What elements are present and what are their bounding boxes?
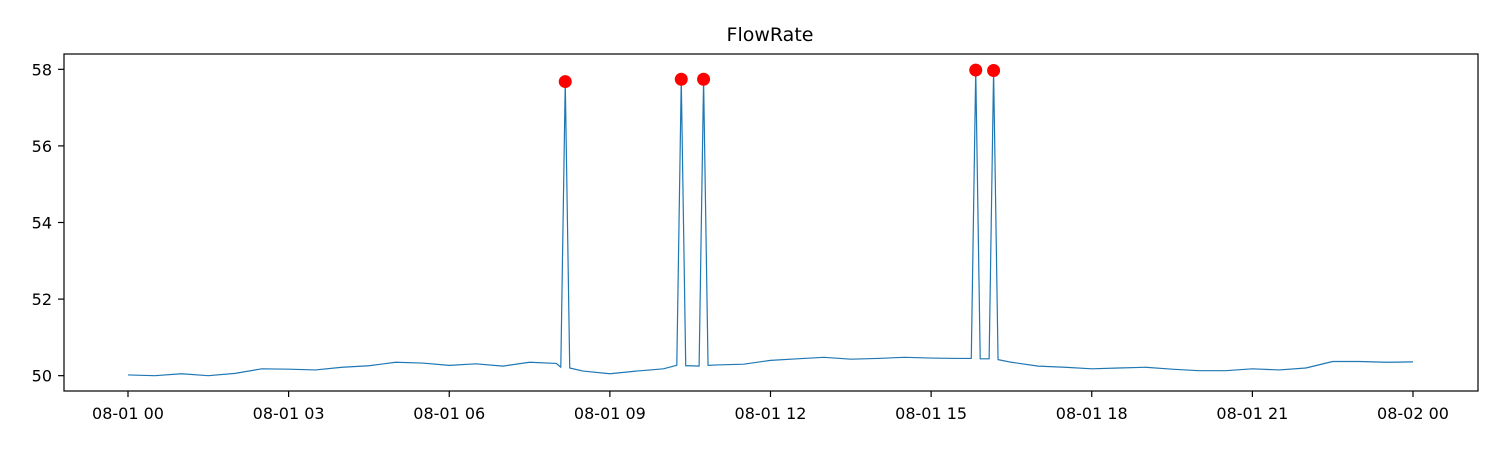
anomaly-point [969,63,983,77]
y-tick-label: 58 [32,60,52,79]
y-tick-label: 52 [32,290,52,309]
x-tick-label: 08-01 18 [1056,404,1128,423]
plot-area [127,63,1414,377]
x-tick-label: 08-01 12 [735,404,807,423]
anomaly-point [697,72,711,86]
x-tick-label: 08-01 09 [574,404,646,423]
x-tick-label: 08-01 15 [895,404,967,423]
x-tick-label: 08-02 00 [1377,404,1449,423]
chart-title: FlowRate [727,24,814,46]
x-tick-label: 08-01 06 [413,404,485,423]
y-tick-label: 56 [32,137,52,156]
y-tick-label: 50 [32,367,52,386]
anomaly-point [558,75,572,89]
x-tick-label: 08-01 00 [92,404,164,423]
axes: 08-01 00 08-01 03 08-01 06 08-01 09 08-01 12… [32,53,1479,423]
x-tick-label: 08-01 03 [253,404,325,423]
anomaly-point [674,72,688,86]
series-line-0 [127,69,1414,377]
plot-frame [63,53,1479,392]
anomaly-point [987,63,1001,77]
y-tick-label: 54 [32,214,52,233]
x-tick-label: 08-01 21 [1216,404,1288,423]
